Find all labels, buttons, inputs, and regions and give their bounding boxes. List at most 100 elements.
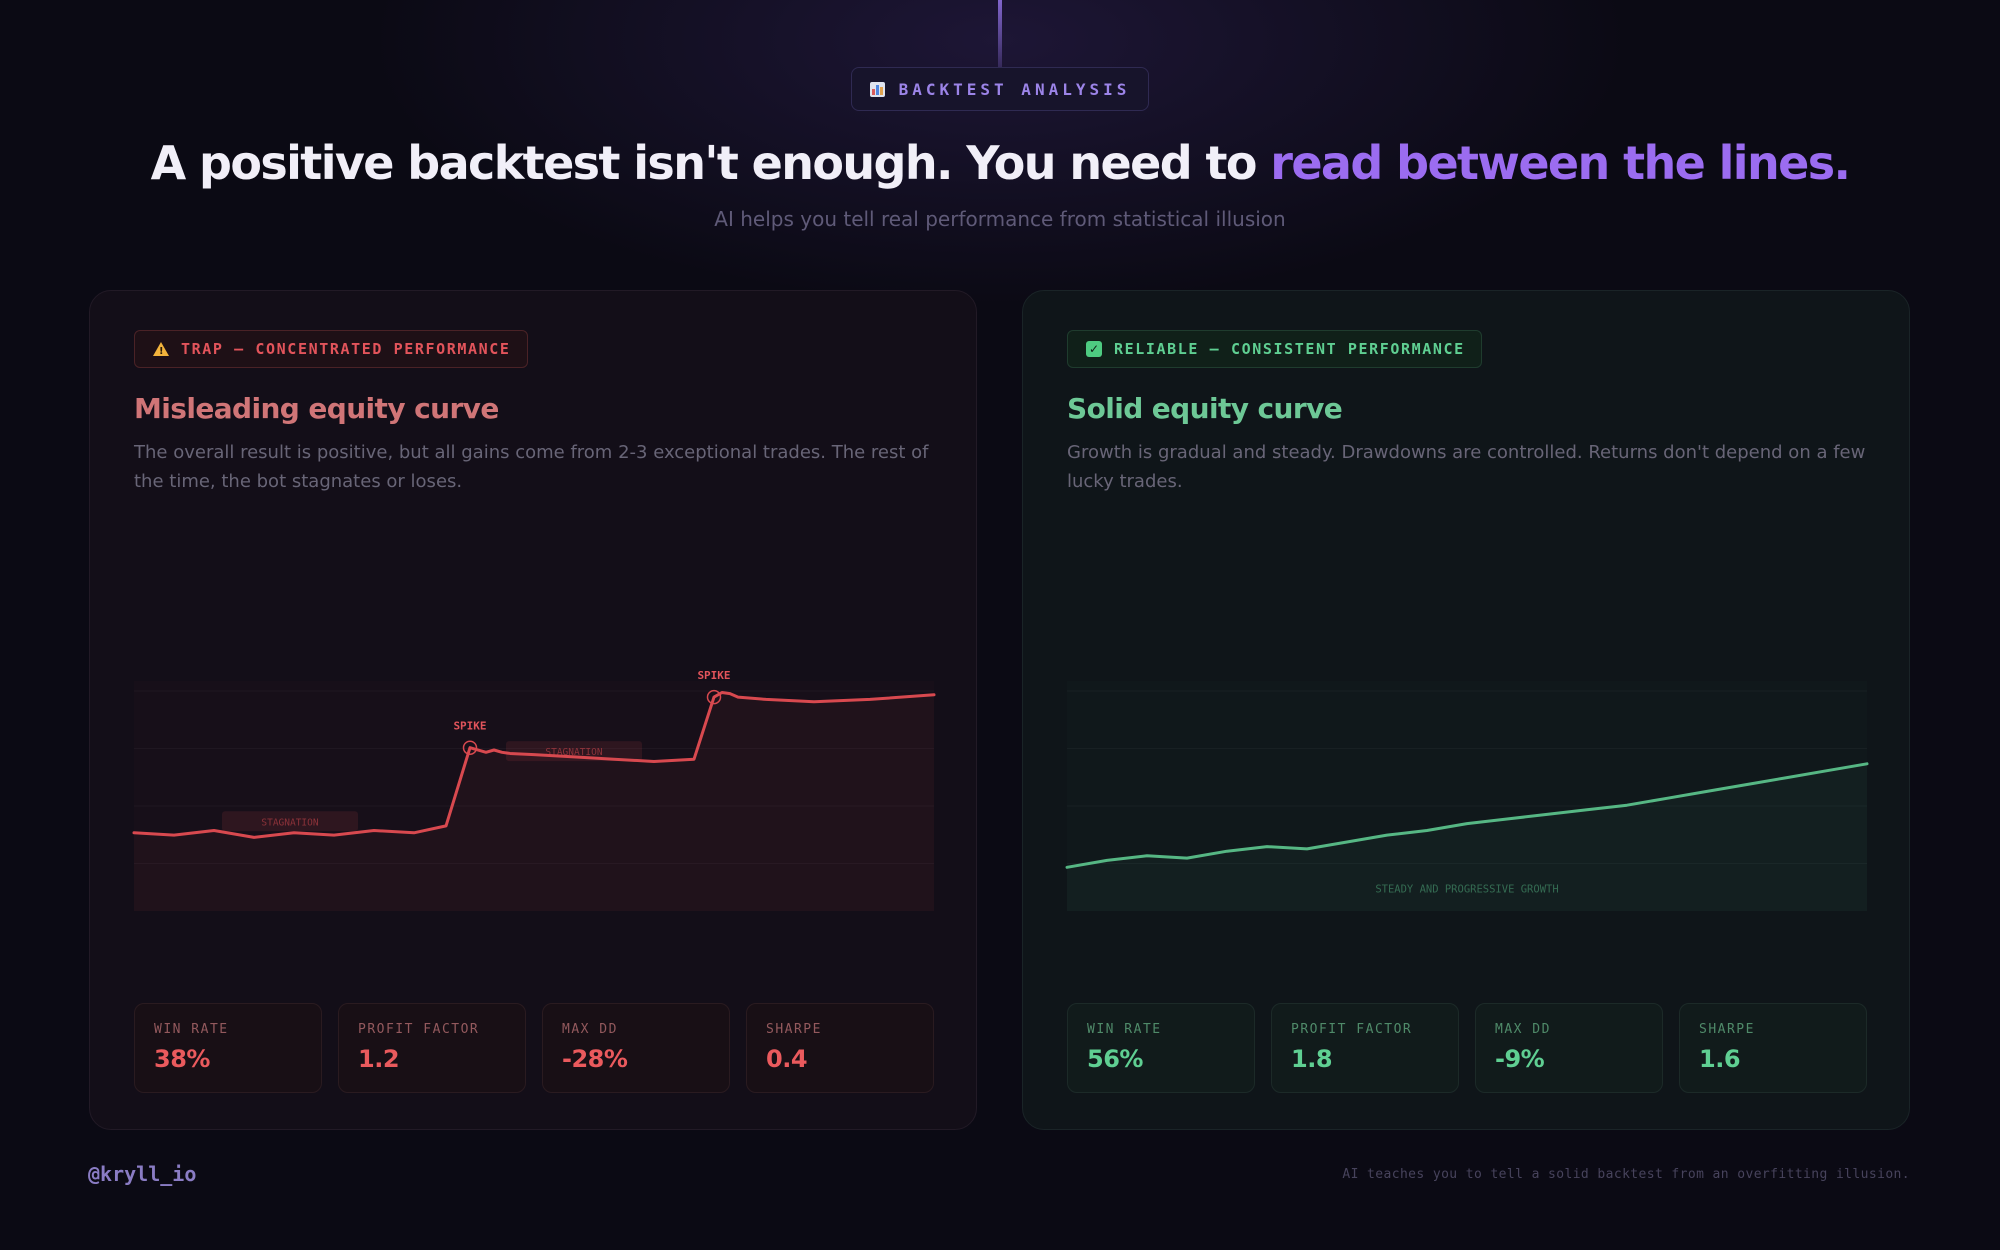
metric-value: 1.8	[1291, 1045, 1333, 1073]
data-point	[1266, 845, 1269, 848]
badge-label: TRAP — CONCENTRATED PERFORMANCE	[181, 340, 511, 358]
metric-value: 1.6	[1699, 1045, 1741, 1073]
annotation-label: STAGNATION	[545, 747, 602, 758]
metric-sharpe: SHARPE 0.4	[746, 1003, 934, 1093]
metric-win-rate: WIN RATE 38%	[134, 1003, 322, 1093]
metric-label: WIN RATE	[1087, 1022, 1162, 1037]
trap-card: TRAP — CONCENTRATED PERFORMANCE Misleadi…	[89, 290, 977, 1130]
data-point	[1346, 841, 1349, 844]
data-point	[1746, 783, 1749, 786]
data-point	[1466, 822, 1469, 825]
series-line	[132, 691, 936, 839]
headline-main: A positive backtest isn't enough. You ne…	[150, 136, 1271, 190]
data-point	[333, 834, 336, 837]
metric-value: 56%	[1087, 1045, 1143, 1073]
data-point	[1106, 859, 1109, 862]
data-point	[1826, 769, 1829, 772]
page-subtitle: AI helps you tell real performance from …	[714, 207, 1286, 231]
metric-label: SHARPE	[1699, 1022, 1755, 1037]
data-point	[693, 758, 696, 761]
kicker-label: BACKTEST ANALYSIS	[898, 79, 1131, 99]
annotation-box	[222, 811, 358, 832]
annotation-label: SPIKE	[697, 669, 730, 682]
data-point	[253, 836, 256, 839]
data-point	[133, 831, 136, 834]
data-point	[813, 700, 816, 703]
data-point	[173, 834, 176, 837]
metric-label: MAX DD	[562, 1022, 618, 1037]
misleading-equity-chart: SPIKE SPIKE STAGNATION STAGNATION	[132, 669, 936, 911]
annotation-label: SPIKE	[453, 720, 486, 733]
data-point	[869, 698, 872, 701]
data-point	[445, 824, 448, 827]
data-point	[1186, 857, 1189, 860]
series-line	[1065, 762, 1869, 869]
top-accent-line	[998, 0, 1002, 90]
metric-max-dd: MAX DD -9%	[1475, 1003, 1663, 1093]
metric-value: -28%	[562, 1045, 628, 1073]
annotation-label: STEADY AND PROGRESSIVE GROWTH	[1375, 884, 1558, 896]
data-point	[1666, 797, 1669, 800]
metric-label: MAX DD	[1495, 1022, 1551, 1037]
spike-marker	[462, 740, 478, 755]
annotation-label: STAGNATION	[261, 817, 318, 828]
reliable-badge: ✓ RELIABLE — CONSISTENT PERFORMANCE	[1067, 330, 1482, 368]
data-point	[1066, 866, 1069, 869]
data-point	[1586, 808, 1589, 811]
data-point	[413, 831, 416, 834]
metric-value: -9%	[1495, 1045, 1545, 1073]
metric-sharpe: SHARPE 1.6	[1679, 1003, 1867, 1093]
data-point	[213, 829, 216, 832]
data-point	[493, 749, 496, 752]
data-point	[1226, 850, 1229, 853]
metric-profit-factor: PROFIT FACTOR 1.8	[1271, 1003, 1459, 1093]
headline-accent: read between the lines.	[1270, 136, 1851, 190]
series-area	[134, 692, 934, 911]
metric-label: WIN RATE	[154, 1022, 229, 1037]
metric-profit-factor: PROFIT FACTOR 1.2	[338, 1003, 526, 1093]
data-point	[721, 691, 724, 694]
card-description: Growth is gradual and steady. Drawdowns …	[1067, 442, 1866, 492]
card-title: Misleading equity curve	[134, 392, 499, 425]
card-description: The overall result is positive, but all …	[134, 442, 929, 492]
data-point	[653, 760, 656, 763]
brand-handle: @kryll_io	[88, 1162, 197, 1186]
warning-icon	[153, 341, 169, 360]
metric-value: 1.2	[358, 1045, 400, 1073]
metric-label: PROFIT FACTOR	[1291, 1022, 1413, 1037]
bar-chart-icon	[869, 81, 885, 97]
data-point	[1786, 776, 1789, 779]
data-point	[1546, 813, 1549, 816]
data-point	[293, 831, 296, 834]
data-point	[1146, 854, 1149, 857]
metric-value: 38%	[154, 1045, 210, 1073]
data-point	[501, 751, 504, 754]
metric-value: 0.4	[766, 1045, 808, 1073]
solid-equity-chart: STEADY AND PROGRESSIVE GROWTH	[1065, 762, 1869, 911]
annotation-box	[506, 741, 642, 762]
data-point	[1426, 829, 1429, 832]
data-point	[713, 696, 716, 699]
metric-max-dd: MAX DD -28%	[542, 1003, 730, 1093]
series-area	[1067, 763, 1867, 911]
metric-win-rate: WIN RATE 56%	[1067, 1003, 1255, 1093]
data-point	[1506, 818, 1509, 821]
data-point	[1306, 847, 1309, 850]
section-kicker: BACKTEST ANALYSIS	[851, 67, 1149, 111]
data-point	[373, 829, 376, 832]
data-point	[1706, 790, 1709, 793]
data-point	[469, 746, 472, 749]
data-point	[729, 692, 732, 695]
metric-label: SHARPE	[766, 1022, 822, 1037]
data-point	[765, 698, 768, 701]
card-title: Solid equity curve	[1067, 392, 1343, 425]
data-point	[737, 696, 740, 699]
trap-badge: TRAP — CONCENTRATED PERFORMANCE	[134, 330, 528, 368]
reliable-card: ✓ RELIABLE — CONSISTENT PERFORMANCE Soli…	[1022, 290, 1910, 1130]
data-point	[485, 751, 488, 754]
badge-label: RELIABLE — CONSISTENT PERFORMANCE	[1114, 340, 1465, 358]
data-point	[1866, 762, 1869, 765]
page-title: A positive backtest isn't enough. You ne…	[0, 136, 2000, 190]
data-point	[1626, 804, 1629, 807]
